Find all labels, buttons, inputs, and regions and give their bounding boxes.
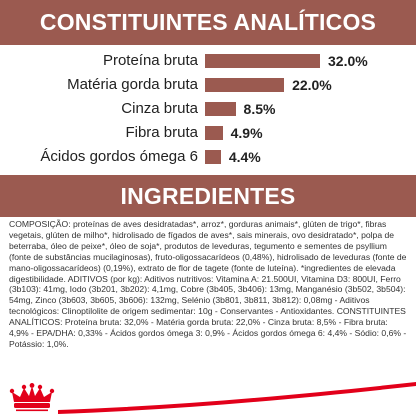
bar-label: Proteína bruta xyxy=(102,52,198,69)
chart-row: Cinza bruta 8.5% xyxy=(0,98,416,120)
bar-label: Cinza bruta xyxy=(121,100,198,117)
ingredients-section-header: INGREDIENTES xyxy=(0,175,416,217)
bar xyxy=(205,78,285,92)
bar xyxy=(205,54,320,68)
bar-label: Ácidos gordos ómega 6 xyxy=(40,148,198,165)
bar-value-label: 22.0% xyxy=(292,77,332,93)
bar-label: Matéria gorda bruta xyxy=(67,76,198,93)
chart-row: Fibra bruta 4.9% xyxy=(0,122,416,144)
chart-row: Ácidos gordos ómega 6 4.4% xyxy=(0,146,416,168)
bar xyxy=(205,102,236,116)
bar-value-label: 4.9% xyxy=(230,125,263,141)
analytics-bar-chart: Proteína bruta 32.0% Matéria gorda bruta 22… xyxy=(0,45,416,170)
bar xyxy=(205,126,223,140)
bar-value-label: 4.4% xyxy=(228,149,261,165)
analytics-section-header: CONSTITUINTES ANALÍTICOS xyxy=(0,0,416,45)
bar-value-label: 32.0% xyxy=(328,53,368,69)
bar xyxy=(205,150,221,164)
bar-label: Fibra bruta xyxy=(125,124,198,141)
ingredients-composition-text: COMPOSIÇÃO: proteínas de aves desidratad… xyxy=(9,219,407,349)
crown-icon xyxy=(9,383,55,412)
bar-value-label: 8.5% xyxy=(243,101,276,117)
chart-row: Matéria gorda bruta 22.0% xyxy=(0,74,416,96)
chart-row: Proteína bruta 32.0% xyxy=(0,50,416,72)
decorative-curve xyxy=(58,382,416,414)
